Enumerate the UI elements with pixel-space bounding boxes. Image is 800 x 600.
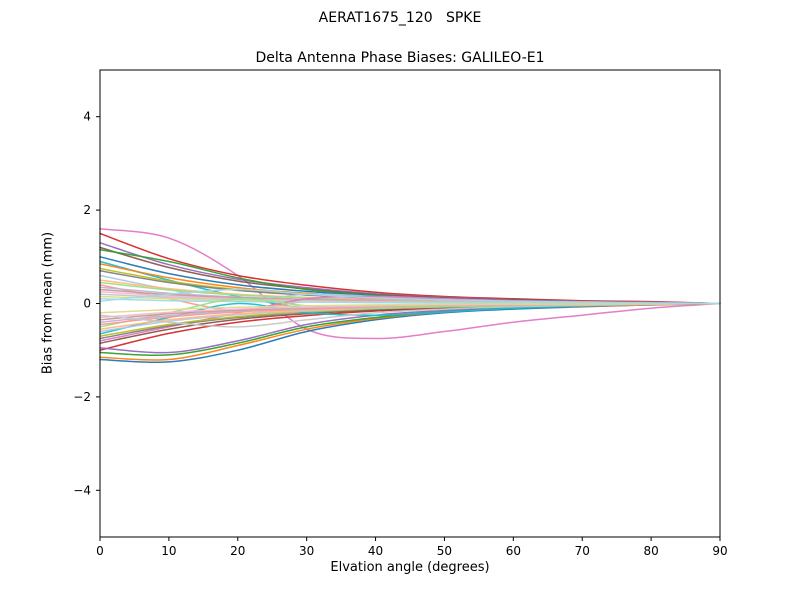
- chart-title: AERAT1675_120 SPKE: [318, 10, 482, 26]
- x-tick-label: 60: [506, 544, 521, 558]
- y-tick-label: 4: [83, 110, 91, 124]
- axes-title: Delta Antenna Phase Biases: GALILEO-E1: [255, 50, 545, 66]
- series-line: [99, 288, 721, 305]
- y-tick-label: −4: [73, 483, 91, 497]
- x-tick-label: 80: [643, 544, 658, 558]
- series-line: [99, 302, 721, 328]
- x-tick-label: 10: [161, 544, 176, 558]
- y-tick-label: 0: [83, 297, 91, 311]
- y-axis-label: Bias from mean (mm): [40, 231, 56, 375]
- x-tick-label: 30: [299, 544, 314, 558]
- series-line: [99, 302, 721, 314]
- x-tick-label: 0: [96, 544, 104, 558]
- x-tick-label: 20: [230, 544, 245, 558]
- y-tick-label: −2: [73, 390, 91, 404]
- series-line: [99, 232, 721, 305]
- x-tick-label: 90: [712, 544, 727, 558]
- y-tick-label: 2: [83, 203, 91, 217]
- x-tick-label: 40: [368, 544, 383, 558]
- x-tick-label: 70: [575, 544, 590, 558]
- x-tick-label: 50: [437, 544, 452, 558]
- x-axis-label: Elvation angle (degrees): [330, 560, 490, 575]
- series-line: [99, 228, 721, 340]
